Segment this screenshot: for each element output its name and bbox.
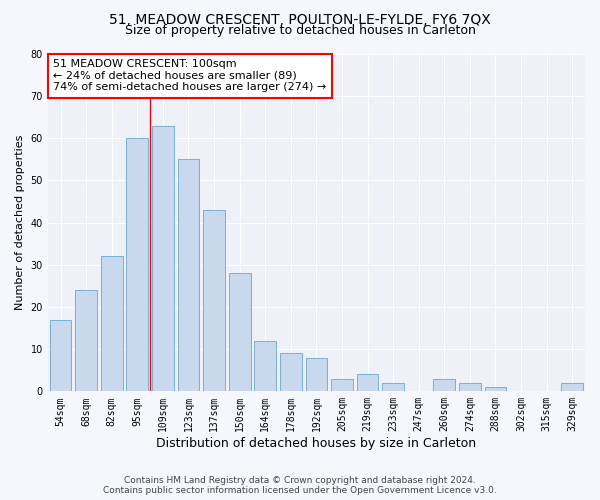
- Bar: [305, 358, 327, 392]
- Bar: [433, 378, 455, 392]
- Bar: [356, 374, 379, 392]
- Bar: [485, 387, 506, 392]
- Bar: [203, 210, 225, 392]
- Y-axis label: Number of detached properties: Number of detached properties: [15, 135, 25, 310]
- Bar: [254, 340, 276, 392]
- Bar: [280, 354, 302, 392]
- Text: 51, MEADOW CRESCENT, POULTON-LE-FYLDE, FY6 7QX: 51, MEADOW CRESCENT, POULTON-LE-FYLDE, F…: [109, 12, 491, 26]
- Text: 51 MEADOW CRESCENT: 100sqm
← 24% of detached houses are smaller (89)
74% of semi: 51 MEADOW CRESCENT: 100sqm ← 24% of deta…: [53, 59, 326, 92]
- Bar: [229, 274, 251, 392]
- Bar: [127, 138, 148, 392]
- Bar: [152, 126, 174, 392]
- Bar: [331, 378, 353, 392]
- Bar: [75, 290, 97, 392]
- Text: Contains HM Land Registry data © Crown copyright and database right 2024.
Contai: Contains HM Land Registry data © Crown c…: [103, 476, 497, 495]
- Text: Size of property relative to detached houses in Carleton: Size of property relative to detached ho…: [125, 24, 475, 37]
- Bar: [562, 383, 583, 392]
- Bar: [178, 160, 199, 392]
- Bar: [50, 320, 71, 392]
- X-axis label: Distribution of detached houses by size in Carleton: Distribution of detached houses by size …: [157, 437, 476, 450]
- Bar: [459, 383, 481, 392]
- Bar: [382, 383, 404, 392]
- Bar: [101, 256, 122, 392]
